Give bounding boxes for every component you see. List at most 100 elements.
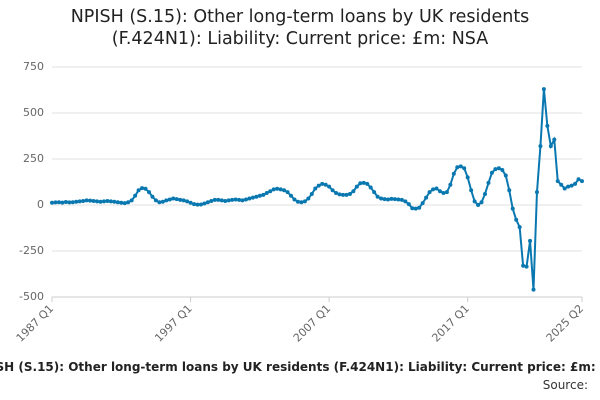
point xyxy=(403,199,408,204)
point xyxy=(112,199,117,204)
point xyxy=(344,192,349,197)
point xyxy=(60,200,65,205)
point xyxy=(167,197,172,202)
point xyxy=(306,196,311,201)
point xyxy=(164,198,169,203)
point xyxy=(424,195,429,200)
point xyxy=(368,185,373,190)
point xyxy=(67,200,72,205)
point xyxy=(327,184,332,189)
y-tick-label: -500 xyxy=(19,290,44,303)
point xyxy=(268,189,273,194)
point xyxy=(74,199,79,204)
point xyxy=(53,200,58,205)
point xyxy=(77,199,82,204)
point xyxy=(198,202,203,207)
point xyxy=(538,144,543,149)
point xyxy=(240,198,245,203)
footer: NPISH (S.15): Other long-term loans by U… xyxy=(0,360,600,374)
point xyxy=(528,238,533,243)
point xyxy=(465,175,470,180)
point xyxy=(157,200,162,205)
point xyxy=(254,194,259,199)
point xyxy=(192,202,197,207)
point xyxy=(434,186,439,191)
point xyxy=(566,184,571,189)
point xyxy=(358,181,363,186)
point xyxy=(81,198,86,203)
point xyxy=(247,196,252,201)
point xyxy=(382,197,387,202)
point xyxy=(521,263,526,268)
point xyxy=(323,182,328,187)
point xyxy=(133,193,138,198)
point xyxy=(264,191,269,196)
point xyxy=(316,183,321,188)
point xyxy=(226,198,231,203)
point xyxy=(313,186,318,191)
point xyxy=(455,165,460,170)
point xyxy=(233,197,238,202)
point xyxy=(143,186,148,191)
point xyxy=(365,181,370,186)
point xyxy=(413,206,418,211)
point xyxy=(441,191,446,196)
point xyxy=(330,188,335,193)
point xyxy=(289,193,294,198)
point xyxy=(195,202,200,207)
point xyxy=(136,188,141,193)
x-tick-label: 2007 Q1 xyxy=(291,302,334,345)
point xyxy=(171,196,176,201)
point xyxy=(261,192,266,197)
point xyxy=(437,189,442,194)
point xyxy=(95,199,100,204)
point xyxy=(541,87,546,92)
point xyxy=(216,197,221,202)
point xyxy=(483,191,488,196)
point xyxy=(458,164,463,169)
x-tick-label: 2017 Q1 xyxy=(429,302,472,345)
point xyxy=(282,188,287,193)
y-tick-label: -250 xyxy=(19,244,44,257)
point xyxy=(271,187,276,192)
point xyxy=(427,190,432,195)
point xyxy=(448,182,453,187)
point xyxy=(386,197,391,202)
point xyxy=(469,188,474,193)
x-tick-label: 1987 Q1 xyxy=(14,302,57,345)
point xyxy=(580,179,584,184)
footer-text: NPISH (S.15): Other long-term loans by U… xyxy=(0,360,600,374)
source: Source: xyxy=(542,378,588,392)
point xyxy=(237,197,242,202)
point xyxy=(531,287,536,292)
point xyxy=(340,192,345,197)
y-tick-label: 0 xyxy=(37,198,44,211)
point xyxy=(84,198,89,203)
point xyxy=(98,199,103,204)
point xyxy=(129,198,134,203)
point xyxy=(334,191,339,196)
point xyxy=(185,199,190,204)
point xyxy=(292,197,297,202)
x-tick-label: 2025 Q2 xyxy=(544,302,587,345)
point xyxy=(379,196,384,201)
point xyxy=(212,197,217,202)
point xyxy=(375,194,380,199)
point xyxy=(101,199,106,204)
y-tick-label: 750 xyxy=(23,60,44,73)
line xyxy=(51,88,583,290)
point xyxy=(91,198,96,203)
x-tick-label: 1997 Q1 xyxy=(152,302,195,345)
point xyxy=(188,200,193,205)
point xyxy=(295,199,300,204)
point xyxy=(56,200,61,205)
point xyxy=(417,205,422,210)
point xyxy=(223,198,228,203)
point xyxy=(285,190,290,195)
point xyxy=(562,186,567,191)
point xyxy=(503,173,508,178)
point xyxy=(493,167,498,172)
point xyxy=(510,206,515,211)
point xyxy=(389,196,394,201)
